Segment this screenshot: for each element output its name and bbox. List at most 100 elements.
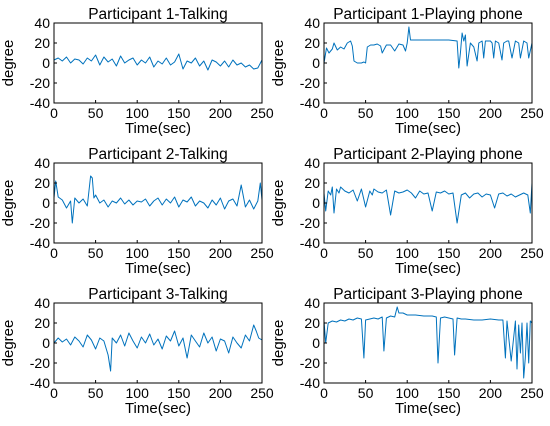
axes-frame [323,22,533,104]
x-tick-label: 150 [437,245,461,261]
x-tick-label: 0 [320,385,328,401]
x-tick-label: 100 [396,245,420,261]
chart-title: Participant 1-Playing phone [333,6,523,23]
y-tick-label: -20 [30,215,50,231]
x-tick-label: 250 [250,105,274,121]
x-axis-label: Time(sec) [395,260,461,277]
x-tick-label: 250 [520,385,544,401]
y-tick-label: -40 [300,375,320,391]
y-tick-label: 20 [34,315,50,331]
x-tick-label: 150 [437,105,461,121]
y-tick-label: 40 [304,295,320,311]
y-axis-label: degree [270,320,287,367]
x-tick-label: 250 [520,105,544,121]
x-tick-label: 150 [437,385,461,401]
x-tick-label: 50 [358,105,374,121]
x-axis-label: Time(sec) [395,400,461,417]
series-line [323,306,533,379]
x-tick-label: 0 [50,245,58,261]
y-tick-label: -20 [30,355,50,371]
y-tick-label: 20 [34,175,50,191]
series-line [323,182,533,224]
x-tick-label: 100 [126,245,150,261]
y-tick-label: -40 [30,95,50,111]
x-tick-label: 100 [396,105,420,121]
y-tick-label: 0 [312,195,320,211]
y-axis-label: degree [0,320,17,367]
x-tick-label: 50 [88,385,104,401]
y-tick-label: 0 [42,335,50,351]
x-tick-label: 250 [250,245,274,261]
series-line [53,53,263,71]
x-tick-label: 0 [50,385,58,401]
y-tick-label: 40 [304,155,320,171]
x-tick-label: 200 [479,385,503,401]
series-line [323,26,533,69]
axes-frame [53,302,263,384]
x-axis-label: Time(sec) [125,120,191,137]
y-tick-label: 20 [34,35,50,51]
chart-title: Participant 2-Playing phone [333,146,523,163]
y-tick-label: 40 [34,295,50,311]
x-axis-label: Time(sec) [125,260,191,277]
y-tick-label: 20 [304,175,320,191]
y-tick-label: -40 [30,375,50,391]
y-tick-label: -20 [30,75,50,91]
y-tick-label: 20 [304,35,320,51]
x-tick-label: 200 [209,385,233,401]
x-tick-label: 50 [358,245,374,261]
x-tick-label: 150 [167,385,191,401]
y-axis-label: degree [0,40,17,87]
x-tick-label: 100 [126,385,150,401]
y-axis-label: degree [270,40,287,87]
x-tick-label: 50 [88,105,104,121]
y-tick-label: -20 [300,75,320,91]
chart-title: Participant 1-Talking [88,6,228,23]
y-axis-label: degree [270,180,287,227]
x-tick-label: 0 [320,245,328,261]
y-tick-label: -40 [300,235,320,251]
x-tick-label: 250 [250,385,274,401]
y-tick-label: 40 [34,155,50,171]
y-tick-label: -20 [300,215,320,231]
x-tick-label: 150 [167,105,191,121]
y-tick-label: -20 [300,355,320,371]
x-tick-label: 100 [396,385,420,401]
axes-frame [323,302,533,384]
x-tick-label: 0 [50,105,58,121]
chart-title: Participant 2-Talking [88,146,228,163]
x-tick-label: 200 [209,105,233,121]
chart-title: Participant 3-Talking [88,286,228,303]
x-tick-label: 200 [479,105,503,121]
chart-title: Participant 3-Playing phone [333,286,523,303]
axes-frame [323,162,533,244]
x-tick-label: 100 [126,105,150,121]
series-line [53,175,263,224]
x-tick-label: 50 [88,245,104,261]
y-tick-label: 40 [34,15,50,31]
y-tick-label: 40 [304,15,320,31]
x-axis-label: Time(sec) [395,120,461,137]
x-tick-label: 250 [520,245,544,261]
x-tick-label: 150 [167,245,191,261]
x-axis-label: Time(sec) [125,400,191,417]
x-tick-label: 200 [209,245,233,261]
y-tick-label: 0 [42,195,50,211]
y-tick-label: 0 [312,55,320,71]
y-tick-label: 0 [312,335,320,351]
series-line [53,324,263,372]
x-tick-label: 0 [320,105,328,121]
x-tick-label: 50 [358,385,374,401]
y-tick-label: 0 [42,55,50,71]
y-tick-label: -40 [300,95,320,111]
y-tick-label: -40 [30,235,50,251]
y-tick-label: 20 [304,315,320,331]
y-axis-label: degree [0,180,17,227]
